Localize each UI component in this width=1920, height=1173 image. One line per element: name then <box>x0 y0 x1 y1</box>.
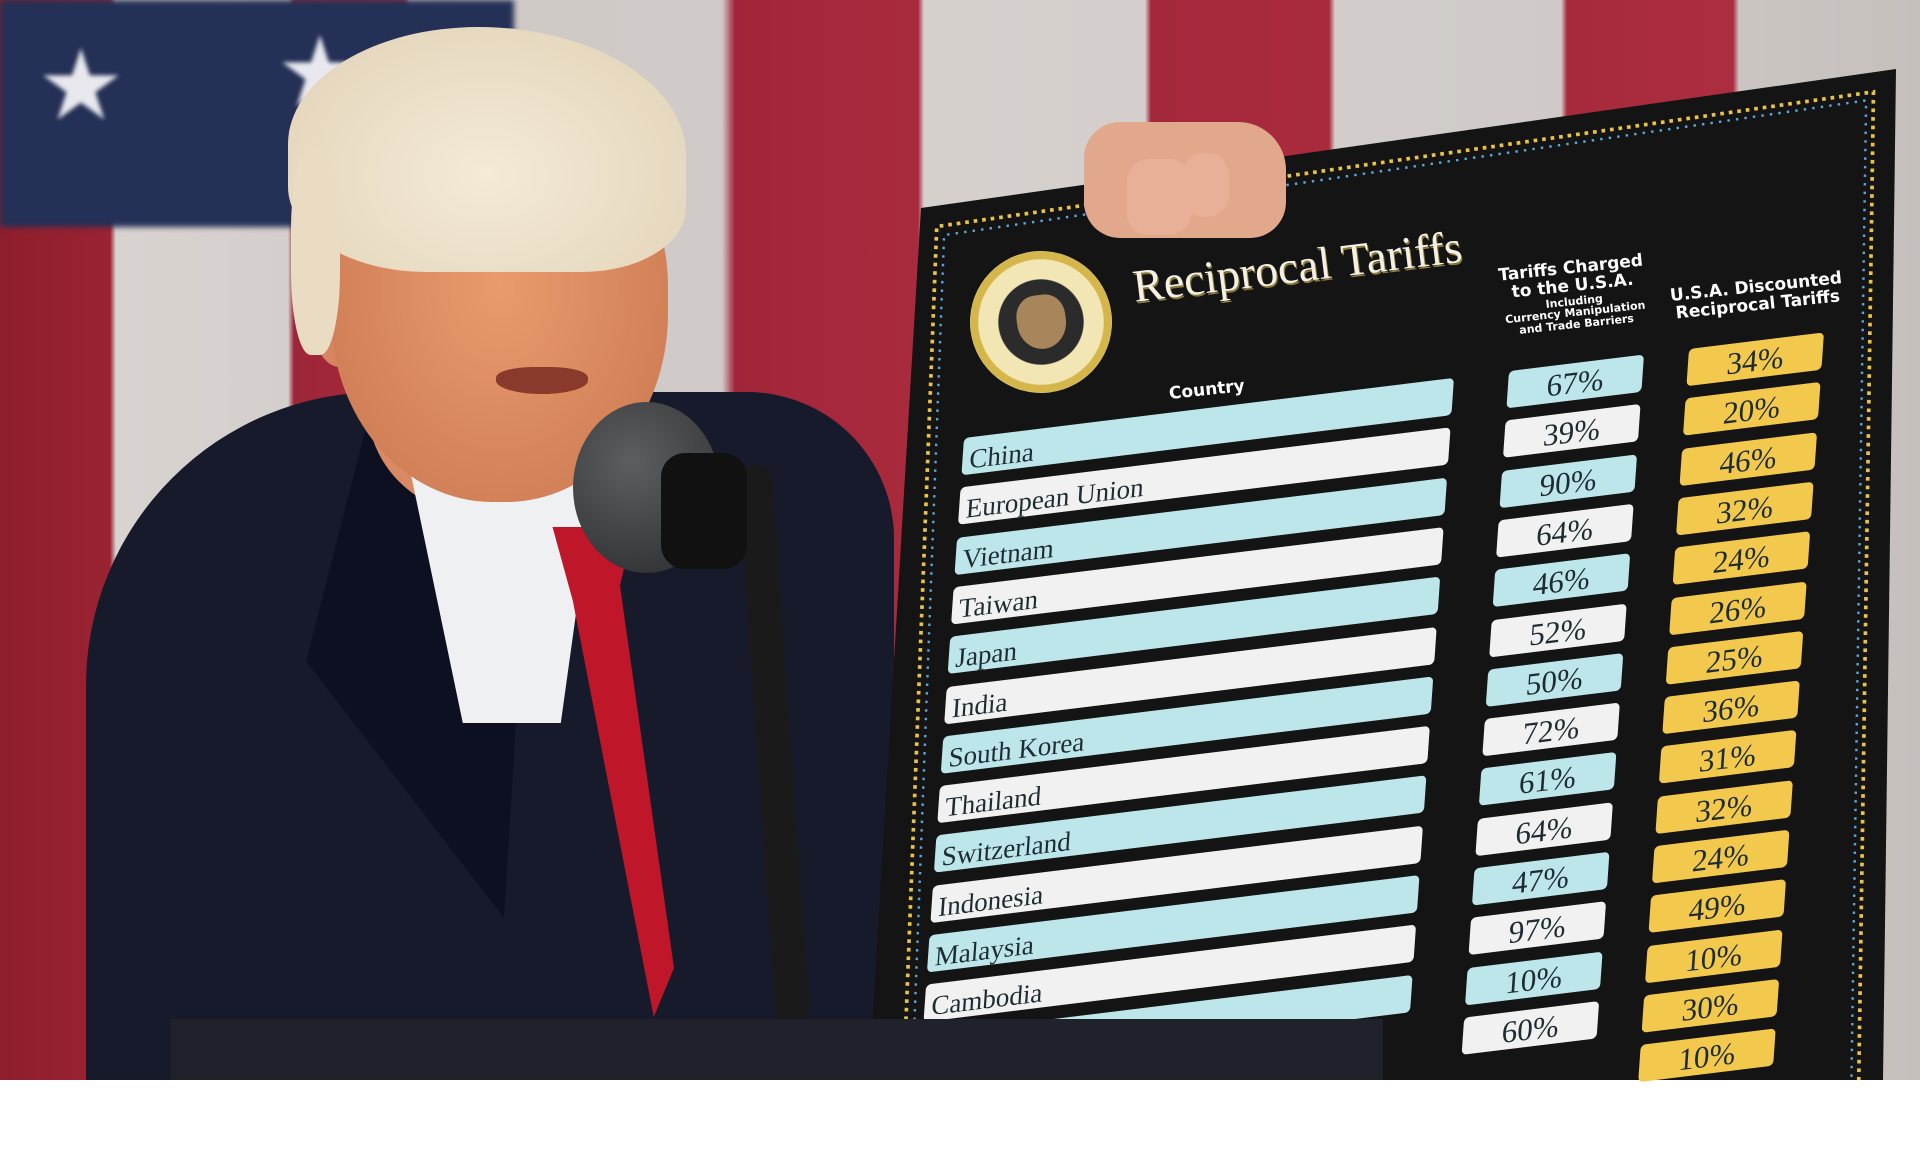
podium <box>171 1019 1383 1080</box>
finger <box>1182 153 1229 217</box>
table-row: 10% <box>913 1028 1776 1171</box>
hair-side <box>291 147 340 355</box>
mouth <box>496 367 588 394</box>
hair <box>288 27 686 272</box>
microphone-body <box>661 453 747 569</box>
table-row: 60% 30% <box>917 978 1780 1121</box>
photo: ★ ★ Reciprocal Tariffs Country Tariffs C… <box>0 0 1920 1083</box>
star-icon: ★ <box>37 29 125 143</box>
finger <box>1127 159 1191 235</box>
